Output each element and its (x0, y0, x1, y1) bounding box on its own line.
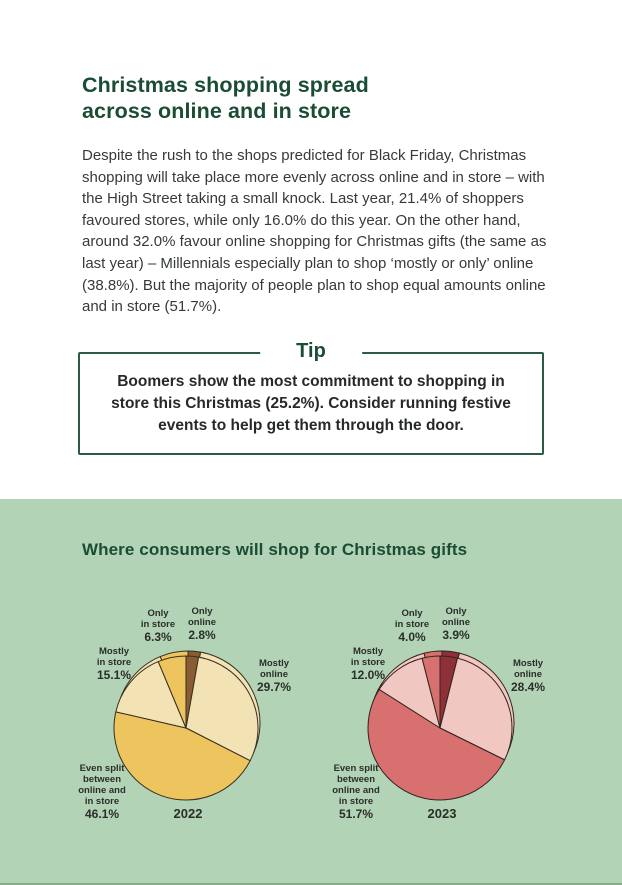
label-mostly-online: Mostly online 28.4% (493, 658, 563, 694)
year-label-2022: 2022 (173, 806, 203, 821)
label-text: Even split between online and in store (332, 763, 380, 807)
label-pct: 29.7% (256, 680, 292, 694)
label-pct: 6.3% (144, 630, 172, 644)
year-label-2023: 2023 (427, 806, 457, 821)
tip-box: Tip Boomers show the most commitment to … (78, 338, 544, 455)
label-pct: 2.8% (188, 628, 216, 642)
chart-section: Where consumers will shop for Christmas … (0, 499, 622, 885)
label-even-split: Even split between online and in store 5… (321, 763, 391, 821)
label-text: Mostly in store (96, 646, 132, 668)
label-mostly-online: Mostly online 29.7% (239, 658, 309, 694)
label-text: Mostly online (512, 658, 544, 680)
pie-2022-graphic (113, 650, 261, 801)
label-mostly-in-store: Mostly in store 12.0% (333, 646, 403, 682)
label-pct: 51.7% (338, 807, 374, 821)
intro-paragraph: Despite the rush to the shops predicted … (82, 147, 547, 316)
label-only-in-store: Only in store 6.3% (123, 608, 193, 644)
charts-row: Only in store 6.3% Only online 2.8% Most… (0, 596, 622, 836)
label-text: Mostly online (258, 658, 290, 680)
label-even-split: Even split between online and in store 4… (67, 763, 137, 821)
label-text: Even split between online and in store (78, 763, 126, 807)
label-pct: 12.0% (350, 668, 386, 682)
label-pct: 15.1% (96, 668, 132, 682)
section-divider (0, 883, 622, 885)
pie-chart-2023: Only in store 4.0% Only online 3.9% Most… (318, 596, 568, 836)
label-text: Only in store (394, 608, 430, 630)
page-title: Christmas shopping spread across online … (82, 73, 369, 123)
tip-title: Tip (260, 338, 362, 363)
label-text: Only online (188, 606, 216, 628)
label-only-online: Only online 3.9% (421, 606, 491, 642)
chart-section-heading: Where consumers will shop for Christmas … (82, 540, 468, 559)
label-pct: 46.1% (84, 807, 120, 821)
article-section: Christmas shopping spread across online … (78, 73, 547, 455)
label-pct: 3.9% (442, 628, 470, 642)
tip-body: Boomers show the most commitment to shop… (111, 372, 511, 434)
label-mostly-in-store: Mostly in store 15.1% (79, 646, 149, 682)
label-only-online: Only online 2.8% (167, 606, 237, 642)
label-text: Mostly in store (350, 646, 386, 668)
label-text: Only in store (140, 608, 176, 630)
pie-chart-2022: Only in store 6.3% Only online 2.8% Most… (64, 596, 314, 836)
label-pct: 4.0% (398, 630, 426, 644)
label-only-in-store: Only in store 4.0% (377, 608, 447, 644)
label-pct: 28.4% (510, 680, 546, 694)
label-text: Only online (442, 606, 470, 628)
pie-2023-graphic (367, 650, 515, 801)
